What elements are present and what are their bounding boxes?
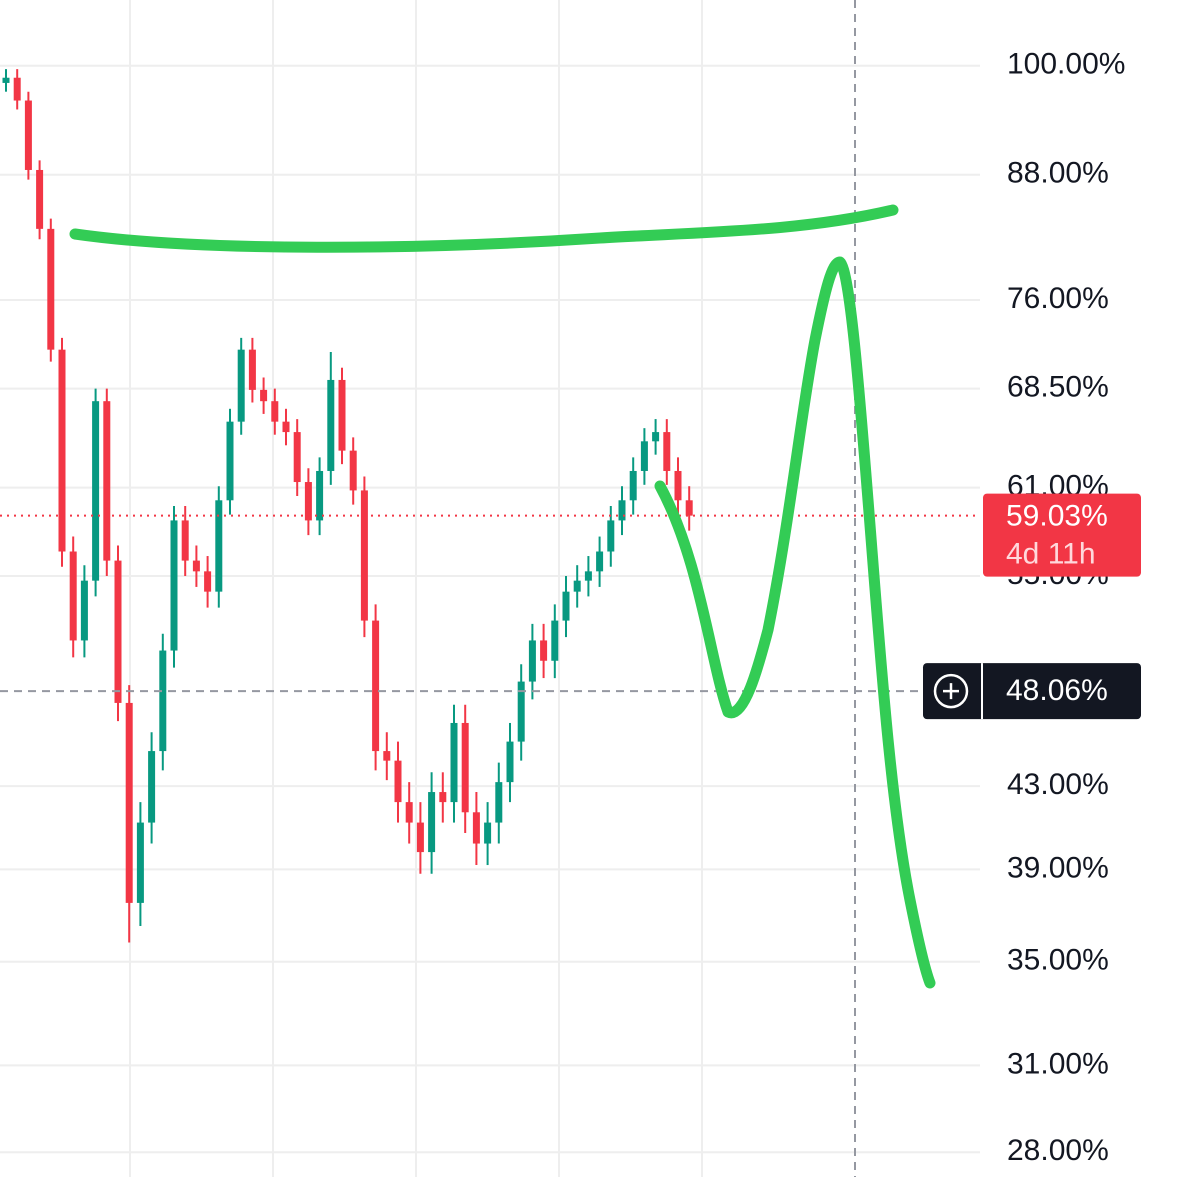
candle-body <box>148 751 156 823</box>
candle-body <box>685 500 693 516</box>
candle-body <box>47 228 55 350</box>
drawn-resistance <box>69 204 899 253</box>
crosshair-box <box>923 663 1141 720</box>
candle-body <box>484 822 492 844</box>
drawn-projection <box>654 256 936 989</box>
candle-body <box>405 802 413 823</box>
y-tick-label: 100.00% <box>1007 48 1125 81</box>
last-price-label: 59.03% <box>1006 500 1108 533</box>
y-tick-label: 88.00% <box>1007 157 1109 190</box>
countdown-label: 4d 11h <box>1006 538 1096 571</box>
candle-body <box>652 432 660 442</box>
candle-body <box>517 681 525 742</box>
candle-body <box>338 379 346 451</box>
candle-body <box>551 620 559 661</box>
candle-body <box>114 560 122 703</box>
candle-body <box>506 741 514 783</box>
crosshair-label: 48.06% <box>1006 674 1108 707</box>
candle-body <box>495 782 503 823</box>
candle-body <box>607 520 615 552</box>
candle-body <box>584 571 592 581</box>
candle-body <box>13 77 21 101</box>
candle-body <box>629 470 637 501</box>
candles <box>2 69 693 943</box>
plus-circle <box>933 673 969 709</box>
y-tick-label: 76.00% <box>1007 282 1109 315</box>
candle-body <box>596 551 604 572</box>
candle-body <box>316 470 324 521</box>
candle-body <box>540 640 548 661</box>
candle-body <box>304 482 312 521</box>
candle-body <box>181 520 189 561</box>
candle-body <box>92 401 100 581</box>
y-tick-label: 43.00% <box>1007 768 1109 801</box>
candle-body <box>372 620 380 752</box>
candle-body <box>24 100 32 170</box>
candle-body <box>226 421 234 501</box>
candle-body <box>192 560 200 572</box>
y-tick-label: 68.50% <box>1007 371 1109 404</box>
candle-body <box>248 349 256 390</box>
candle-body <box>674 470 682 501</box>
candle-body <box>618 500 626 521</box>
y-tick-label: 39.00% <box>1007 851 1109 884</box>
candle-body <box>80 580 88 641</box>
candle-body <box>327 379 335 471</box>
candle-body <box>260 389 268 402</box>
y-tick-label: 35.00% <box>1007 944 1109 977</box>
candle-body <box>103 401 111 561</box>
candle-body <box>416 822 424 853</box>
candle-body <box>383 751 391 761</box>
candle-body <box>237 349 245 422</box>
candle-body <box>215 500 223 592</box>
plus-sign <box>943 683 959 700</box>
candle-body <box>562 591 570 621</box>
candle-body <box>125 702 133 903</box>
candle-body <box>293 432 301 483</box>
candle-body <box>136 822 144 903</box>
candle-body <box>36 169 44 229</box>
candle-body <box>69 551 77 641</box>
candle-body <box>663 432 671 471</box>
candle-body <box>271 401 279 422</box>
y-tick-label: 31.00% <box>1007 1047 1109 1080</box>
candle-body <box>640 441 648 471</box>
candle-body <box>528 640 536 682</box>
candle-body <box>472 812 480 844</box>
last-price-box <box>983 493 1141 577</box>
candle-body <box>394 760 402 803</box>
candle-body <box>282 421 290 433</box>
candle-body <box>360 490 368 621</box>
candle-body <box>349 450 357 491</box>
candle-body <box>573 580 581 592</box>
candle-body <box>2 77 10 83</box>
candle-body <box>170 520 178 651</box>
candle-body <box>439 792 447 803</box>
candle-body <box>450 722 458 803</box>
overlay: 59.03% 4d 11h 48.06% <box>0 493 1141 720</box>
candle-body <box>159 650 167 752</box>
y-tick-label: 28.00% <box>1007 1134 1109 1167</box>
candle-body <box>461 722 469 813</box>
candle-body <box>204 571 212 592</box>
candle-body <box>428 792 436 853</box>
add-alert-button[interactable] <box>933 673 969 709</box>
candle-body <box>58 349 66 552</box>
hand-drawing <box>69 204 936 989</box>
